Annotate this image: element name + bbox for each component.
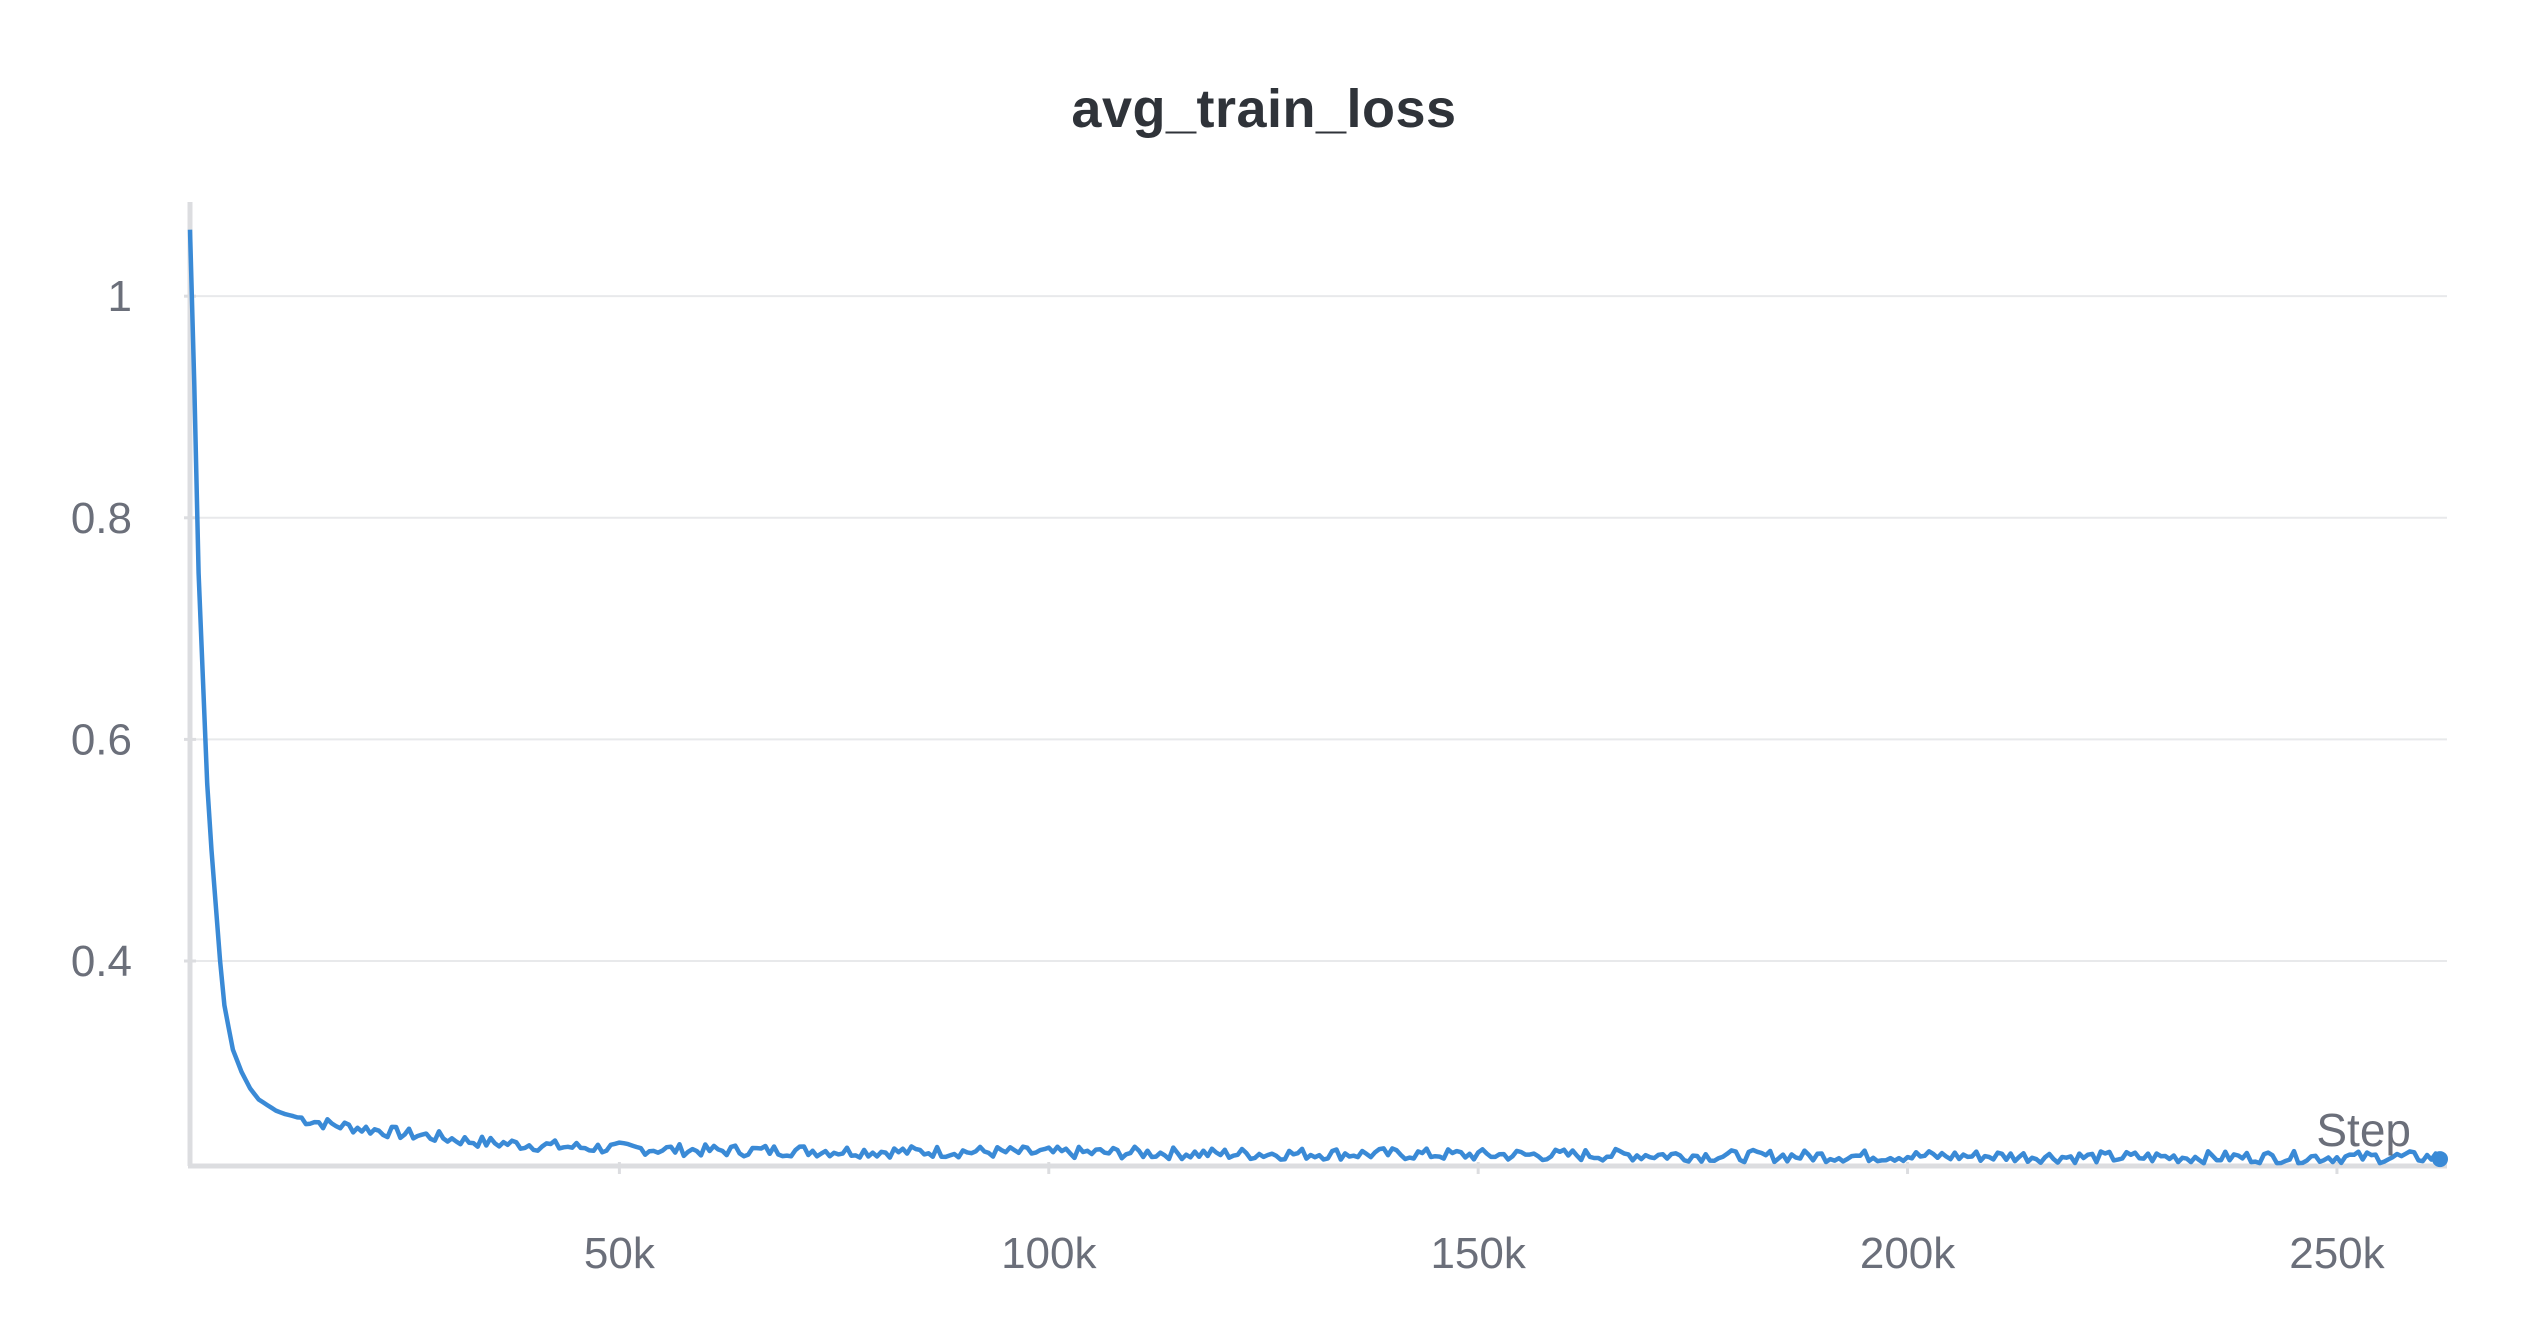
series-line <box>187 229 2442 1166</box>
x-tick-label: 150k <box>1430 1229 1526 1278</box>
x-tick-label: 250k <box>2289 1229 2385 1278</box>
x-tick-label: 50k <box>584 1229 656 1278</box>
y-tick-label: 0.4 <box>71 937 132 986</box>
y-tick-labels: 0.4 0.6 0.8 1 <box>71 272 132 986</box>
y-tick-label: 1 <box>108 272 132 321</box>
x-tick-label: 200k <box>1860 1229 1956 1278</box>
axes <box>187 202 2447 1169</box>
y-tick-label: 0.8 <box>71 494 132 543</box>
y-tick-label: 0.6 <box>71 715 132 764</box>
gridlines <box>184 294 2447 963</box>
x-axis-label: Step <box>2316 1104 2411 1156</box>
x-tick-labels: 50k 100k 150k 200k 250k <box>584 1162 2386 1278</box>
chart-title: avg_train_loss <box>1071 79 1457 139</box>
series-end-point <box>2432 1151 2448 1168</box>
x-tick-label: 100k <box>1001 1229 1097 1278</box>
series-layer <box>187 229 2448 1168</box>
